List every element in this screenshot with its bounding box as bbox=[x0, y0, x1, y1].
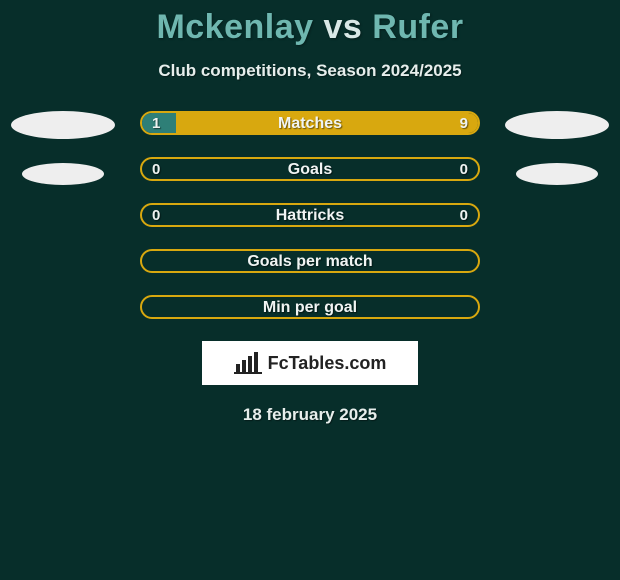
date-text: 18 february 2025 bbox=[0, 405, 620, 425]
left-avatar-placeholder-1 bbox=[11, 111, 115, 139]
comparison-infographic: Mckenlay vs Rufer Club competitions, Sea… bbox=[0, 0, 620, 580]
stat-label: Hattricks bbox=[142, 205, 478, 225]
stat-row: Min per goal bbox=[140, 295, 480, 319]
stat-label: Matches bbox=[142, 113, 478, 133]
right-avatar-placeholder-2 bbox=[516, 163, 598, 185]
left-avatar-placeholder-2 bbox=[22, 163, 104, 185]
stat-row: Goals per match bbox=[140, 249, 480, 273]
stat-label: Goals per match bbox=[142, 251, 478, 271]
page-title: Mckenlay vs Rufer bbox=[0, 0, 620, 47]
left-avatar-column bbox=[8, 111, 118, 209]
logo-text: FcTables.com bbox=[268, 353, 387, 374]
bar-chart-icon bbox=[234, 352, 262, 374]
stat-row: 00Hattricks bbox=[140, 203, 480, 227]
compare-area: 19Matches 00Goals 00Hattricks Goals per mat… bbox=[0, 111, 620, 319]
right-avatar-column bbox=[502, 111, 612, 209]
source-logo: FcTables.com bbox=[202, 341, 418, 385]
stat-bars: 19Matches 00Goals 00Hattricks Goals per mat… bbox=[140, 111, 480, 319]
subtitle: Club competitions, Season 2024/2025 bbox=[0, 61, 620, 81]
title-left: Mckenlay bbox=[156, 8, 313, 46]
stat-row: 00Goals bbox=[140, 157, 480, 181]
title-right: Rufer bbox=[372, 8, 463, 46]
stat-row: 19Matches bbox=[140, 111, 480, 135]
stat-label: Min per goal bbox=[142, 297, 478, 317]
title-vs: vs bbox=[323, 8, 362, 46]
stat-label: Goals bbox=[142, 159, 478, 179]
right-avatar-placeholder-1 bbox=[505, 111, 609, 139]
